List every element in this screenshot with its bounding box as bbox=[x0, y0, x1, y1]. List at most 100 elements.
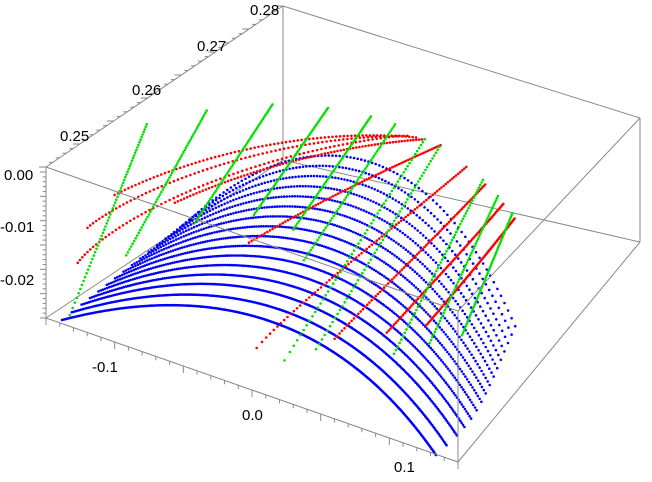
green-point bbox=[263, 198, 267, 201]
blue-point bbox=[130, 283, 133, 287]
green-point bbox=[381, 141, 384, 145]
red-point bbox=[409, 139, 412, 142]
blue-point bbox=[473, 342, 476, 345]
blue-point bbox=[206, 232, 209, 236]
blue-point bbox=[369, 199, 372, 202]
blue-point bbox=[396, 330, 400, 333]
green-point bbox=[137, 231, 141, 234]
green-point bbox=[314, 241, 318, 244]
red-point bbox=[214, 165, 217, 168]
blue-point bbox=[415, 347, 418, 351]
blue-point bbox=[434, 386, 438, 390]
green-point bbox=[254, 128, 257, 132]
red-point bbox=[430, 238, 433, 241]
blue-point bbox=[167, 250, 170, 254]
red-point bbox=[229, 151, 233, 155]
blue-point bbox=[242, 202, 245, 205]
green-point bbox=[71, 306, 74, 310]
red-point bbox=[281, 162, 285, 166]
blue-point bbox=[254, 254, 258, 258]
blue-point bbox=[178, 247, 182, 250]
blue-point bbox=[446, 213, 449, 217]
green-point bbox=[415, 308, 418, 312]
blue-point bbox=[151, 266, 155, 270]
blue-point bbox=[223, 245, 226, 249]
red-point bbox=[395, 163, 399, 167]
blue-point bbox=[227, 220, 231, 224]
blue-point bbox=[160, 270, 164, 274]
red-point bbox=[386, 282, 390, 285]
blue-point bbox=[153, 278, 157, 282]
blue-point bbox=[288, 195, 291, 198]
blue-point bbox=[439, 221, 443, 224]
blue-point bbox=[233, 263, 237, 267]
blue-point bbox=[377, 176, 381, 180]
green-point bbox=[437, 322, 441, 325]
red-point bbox=[353, 134, 357, 137]
blue-point bbox=[458, 383, 462, 387]
blue-point bbox=[404, 248, 408, 251]
green-point bbox=[416, 305, 420, 309]
blue-point bbox=[426, 359, 430, 363]
green-point bbox=[471, 249, 474, 252]
blue-point bbox=[312, 185, 316, 188]
blue-point bbox=[483, 359, 487, 363]
green-point bbox=[161, 188, 165, 191]
red-point bbox=[420, 152, 423, 156]
red-point bbox=[460, 207, 464, 210]
blue-point bbox=[366, 292, 370, 296]
blue-point bbox=[181, 252, 185, 256]
blue-point bbox=[182, 240, 185, 243]
green-point bbox=[352, 140, 356, 143]
blue-point bbox=[138, 259, 141, 263]
blue-point bbox=[442, 379, 446, 382]
red-point bbox=[390, 134, 393, 137]
blue-point bbox=[205, 211, 209, 214]
green-point bbox=[273, 183, 277, 186]
blue-point bbox=[421, 218, 425, 222]
blue-point bbox=[224, 236, 227, 240]
red-point bbox=[393, 134, 397, 138]
blue-point bbox=[247, 208, 251, 212]
green-point bbox=[160, 190, 163, 194]
blue-point bbox=[292, 185, 296, 188]
blue-point bbox=[237, 218, 240, 222]
blue-point bbox=[433, 305, 437, 308]
red-point bbox=[467, 200, 470, 204]
green-point bbox=[442, 255, 445, 259]
blue-point bbox=[243, 194, 247, 198]
red-point bbox=[454, 174, 458, 177]
blue-point bbox=[303, 206, 307, 209]
green-point bbox=[340, 203, 343, 206]
blue-point bbox=[378, 230, 381, 233]
blue-point bbox=[211, 218, 214, 222]
red-point bbox=[402, 217, 405, 221]
red-point bbox=[280, 141, 284, 144]
green-point bbox=[433, 330, 437, 334]
green-point bbox=[271, 186, 274, 190]
blue-point bbox=[286, 205, 289, 208]
blue-point bbox=[416, 258, 420, 262]
blue-point bbox=[406, 207, 410, 210]
red-point bbox=[297, 158, 301, 161]
blue-point bbox=[120, 286, 124, 290]
red-point bbox=[261, 144, 264, 148]
blue-point bbox=[356, 157, 360, 161]
red-point bbox=[382, 286, 386, 289]
red-point bbox=[278, 148, 282, 151]
blue-point bbox=[219, 263, 223, 267]
red-point bbox=[362, 139, 366, 143]
blue-point bbox=[116, 275, 119, 279]
blue-point bbox=[269, 196, 273, 200]
green-point bbox=[249, 136, 252, 139]
blue-point bbox=[202, 227, 206, 231]
blue-point bbox=[185, 266, 189, 269]
red-point bbox=[236, 176, 240, 179]
green-point bbox=[429, 281, 432, 285]
green-point bbox=[411, 189, 415, 192]
blue-point bbox=[278, 186, 282, 190]
blue-point bbox=[355, 272, 358, 275]
blue-point bbox=[163, 257, 167, 261]
blue-point bbox=[380, 178, 384, 181]
blue-point bbox=[430, 272, 434, 275]
